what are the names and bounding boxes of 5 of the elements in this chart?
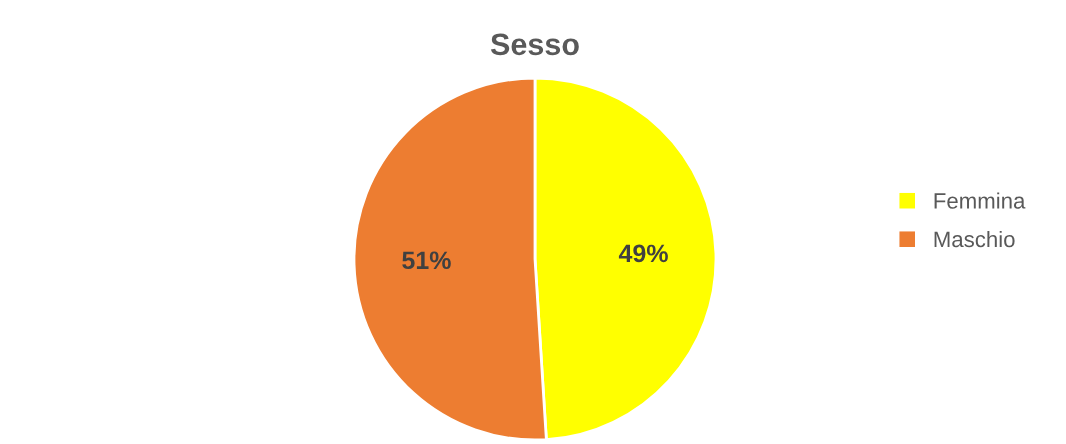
legend-label: Femmina — [934, 192, 1026, 209]
chart-title: Sesso — [490, 33, 579, 56]
data-label: 51% — [402, 251, 451, 270]
legend-label: Maschio — [934, 230, 1015, 248]
data-label: 49% — [618, 244, 668, 263]
